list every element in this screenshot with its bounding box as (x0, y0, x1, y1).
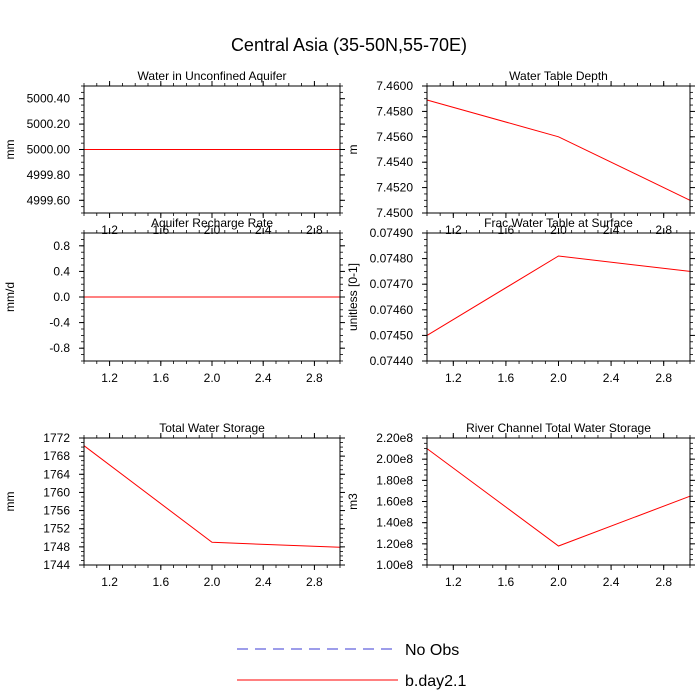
y-tick-label: 1760 (43, 485, 70, 499)
panel-3: Aquifer Recharge Rate mm/d -0.8 -0.4 0.0 0.4 0… (3, 216, 345, 385)
plot-frame (83, 437, 341, 566)
x-tick-label: 1.2 (101, 575, 118, 589)
y-tick-label: 5000.40 (27, 92, 71, 106)
series-line (426, 448, 691, 547)
plot-frame (426, 437, 691, 566)
y-tick-label: 1.80e8 (376, 473, 413, 487)
y-axis-label: unitless [0-1] (346, 263, 360, 331)
y-tick-label: 1756 (43, 504, 70, 518)
y-axis-label: mm (3, 492, 17, 512)
panel-title: Water Table Depth (509, 69, 608, 83)
plot-frame (426, 232, 691, 362)
series-line (426, 99, 691, 201)
x-tick-label: 1.2 (445, 575, 462, 589)
panel-title: Frac Water Table at Surface (484, 216, 633, 230)
x-tick-label: 2.4 (255, 371, 272, 385)
y-tick-label: 7.4600 (376, 79, 413, 93)
y-tick-label: 7.4500 (376, 206, 413, 220)
x-tick-label: 2.0 (204, 371, 221, 385)
figure-title: Central Asia (35-50N,55-70E) (231, 35, 467, 55)
y-tick-label: 5000.00 (27, 143, 71, 157)
x-tick-label: 2.8 (655, 575, 672, 589)
x-tick-label: 2.0 (550, 575, 567, 589)
y-tick-label: 0.0 (53, 290, 70, 304)
x-tick-label: 2.8 (655, 371, 672, 385)
y-tick-label: 1.40e8 (376, 516, 413, 530)
y-tick-label: 1772 (43, 431, 70, 445)
y-tick-label: 7.4540 (376, 155, 413, 169)
y-tick-label: 1744 (43, 558, 70, 572)
x-tick-label: 1.6 (152, 575, 169, 589)
panel-6: River Channel Total Water Storage m3 1.00e… (346, 421, 695, 589)
y-tick-label: 1.00e8 (376, 558, 413, 572)
x-tick-label: 1.6 (498, 371, 515, 385)
legend-label-b-day2-1: b.day2.1 (405, 673, 466, 690)
plot-frame (83, 85, 341, 214)
panel-title: Aquifer Recharge Rate (151, 216, 273, 230)
x-tick-label: 1.6 (152, 371, 169, 385)
y-tick-label: 7.4560 (376, 130, 413, 144)
panel-title: River Channel Total Water Storage (466, 421, 651, 435)
y-tick-label: 0.8 (53, 239, 70, 253)
x-tick-label: 2.8 (306, 371, 323, 385)
x-tick-label: 1.2 (101, 371, 118, 385)
y-tick-label: 0.07460 (370, 303, 414, 317)
y-axis-label: mm/d (3, 282, 17, 312)
legend: No Obs b.day2.1 (237, 642, 466, 690)
y-tick-label: 1.20e8 (376, 537, 413, 551)
y-tick-label: -0.4 (49, 316, 70, 330)
y-tick-label: 1764 (43, 467, 70, 481)
x-tick-label: 2.4 (255, 575, 272, 589)
x-tick-label: 2.4 (603, 575, 620, 589)
x-tick-label: 2.0 (550, 371, 567, 385)
y-tick-label: 1768 (43, 449, 70, 463)
panel-2: Water Table Depth m 7.4500 7.4520 7.4540 7.45… (346, 69, 695, 237)
y-tick-label: 0.07490 (370, 226, 414, 240)
panel-title: Water in Unconfined Aquifer (138, 69, 287, 83)
y-tick-label: 1752 (43, 522, 70, 536)
panel-title: Total Water Storage (159, 421, 265, 435)
y-axis-label: m (346, 145, 360, 155)
y-tick-label: 4999.80 (27, 168, 71, 182)
y-tick-label: 0.07470 (370, 277, 414, 291)
y-tick-label: 5000.20 (27, 117, 71, 131)
x-tick-label: 2.8 (306, 575, 323, 589)
legend-label-no-obs: No Obs (405, 642, 459, 659)
y-tick-label: 1748 (43, 540, 70, 554)
x-tick-label: 1.2 (445, 371, 462, 385)
plot-frame (426, 85, 691, 214)
y-tick-label: 2.20e8 (376, 431, 413, 445)
y-axis-label: mm (3, 140, 17, 160)
y-tick-label: 1.60e8 (376, 495, 413, 509)
panel-5: Total Water Storage mm 1744 1748 1752 1756 176… (3, 421, 345, 589)
plot-frame (83, 232, 341, 362)
y-tick-label: 0.07480 (370, 252, 414, 266)
y-tick-label: 7.4520 (376, 181, 413, 195)
y-tick-label: -0.8 (49, 341, 70, 355)
panel-1: Water in Unconfined Aquifer mm 4999.60 4999… (3, 69, 345, 237)
y-tick-label: 4999.60 (27, 193, 71, 207)
series-line (426, 255, 691, 336)
y-tick-label: 0.07450 (370, 328, 414, 342)
x-tick-label: 1.6 (498, 575, 515, 589)
y-tick-label: 2.00e8 (376, 452, 413, 466)
x-tick-label: 2.0 (204, 575, 221, 589)
x-tick-label: 2.4 (603, 371, 620, 385)
panels: Water in Unconfined Aquifer mm 4999.60 4999… (3, 69, 695, 589)
series-line (83, 445, 341, 548)
y-tick-label: 0.07440 (370, 354, 414, 368)
y-tick-label: 7.4580 (376, 104, 413, 118)
panel-4: Frac Water Table at Surface unitless [0-1… (346, 216, 695, 385)
y-axis-label: m3 (346, 493, 360, 510)
y-tick-label: 0.4 (53, 264, 70, 278)
